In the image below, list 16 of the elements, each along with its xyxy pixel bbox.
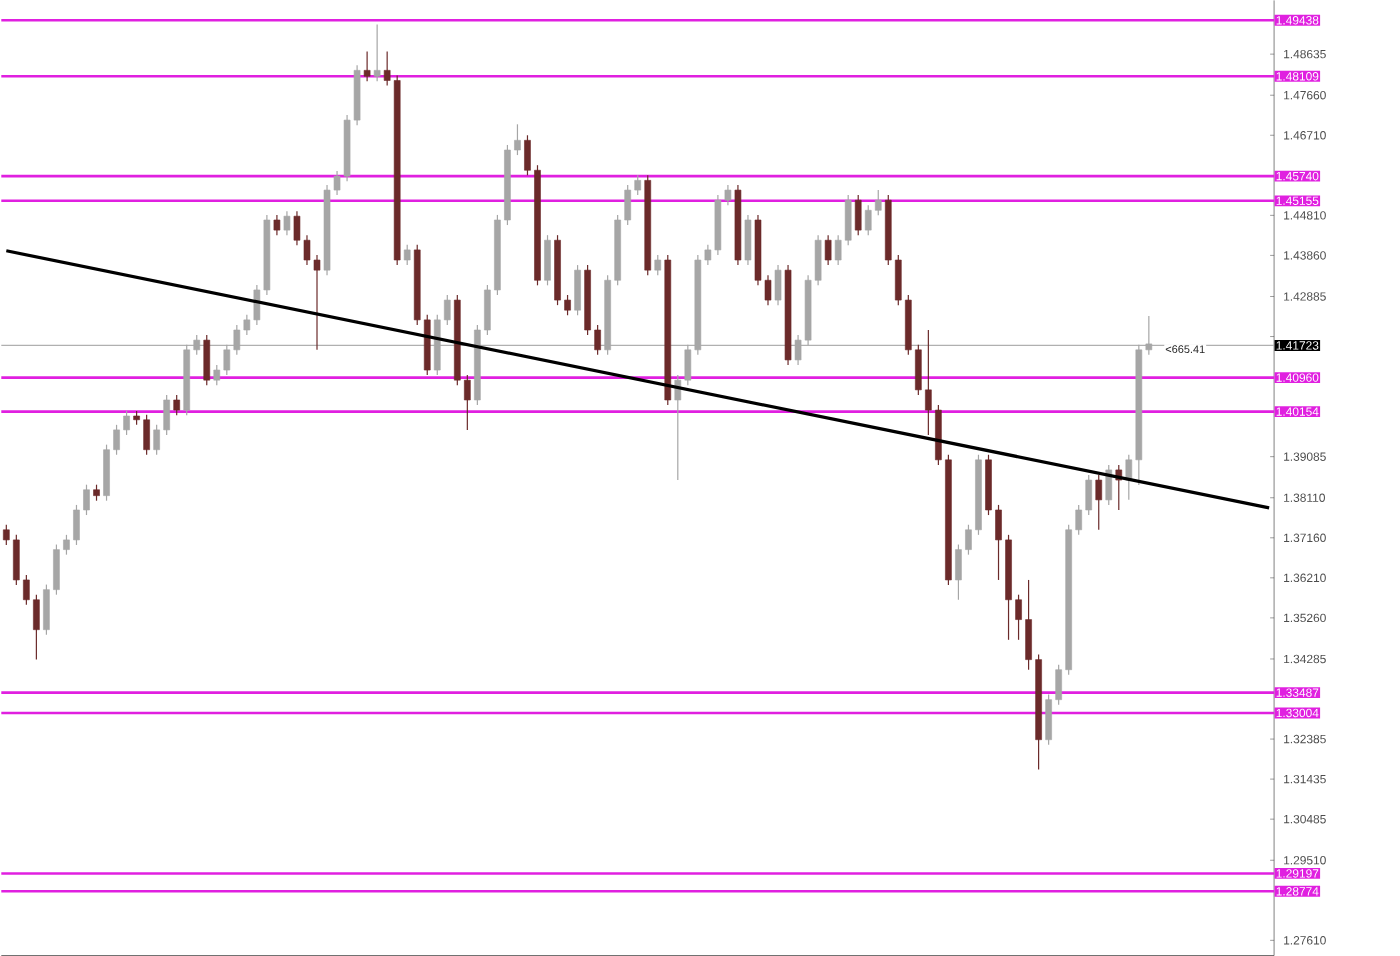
candlestick (1095, 474, 1103, 531)
candlestick (654, 254, 662, 276)
candlestick (1105, 464, 1113, 506)
candlestick (363, 50, 371, 82)
candlestick (824, 234, 832, 266)
candlestick (544, 234, 551, 286)
candlestick (774, 264, 782, 306)
candlestick (574, 264, 581, 316)
candlestick (744, 214, 752, 266)
candlestick (203, 334, 211, 386)
candlestick (403, 244, 411, 266)
candlestick (273, 214, 281, 236)
candlestick (283, 210, 291, 236)
candlestick (854, 194, 862, 236)
candlestick (173, 394, 180, 416)
candlestick (373, 23, 381, 82)
